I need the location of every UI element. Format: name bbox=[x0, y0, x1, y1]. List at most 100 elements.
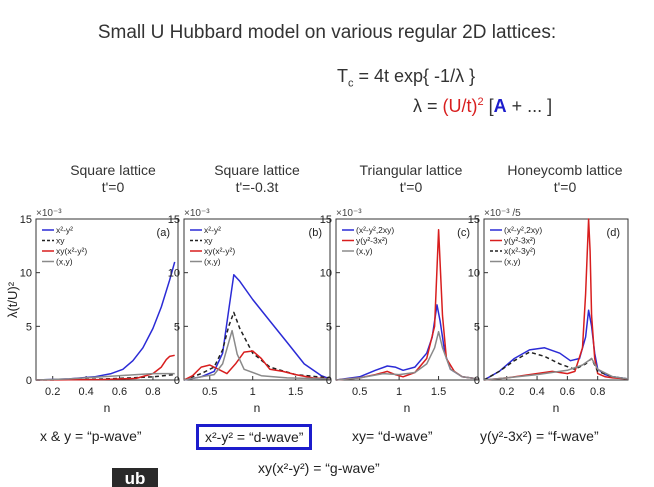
plot-frame-1 bbox=[183, 218, 331, 381]
x-tick-label-0-1: 0.4 bbox=[78, 386, 93, 398]
series-line-1-1 bbox=[183, 311, 331, 381]
x-tick-label-2-2: 1.5 bbox=[431, 386, 446, 398]
x-axis-label-2: n bbox=[404, 401, 411, 415]
lambda-prefix: λ = bbox=[413, 96, 443, 116]
tc-formula: Tc = 4t exp{ -1/λ } bbox=[337, 66, 475, 90]
panel-a-title-line2: t'=0 bbox=[101, 179, 125, 195]
y-tick-label-3-3: 15 bbox=[468, 214, 480, 226]
panel-a-title-line1: Square lattice bbox=[70, 162, 156, 178]
y-tick-label-3-1: 5 bbox=[474, 321, 480, 333]
tc-expression: = 4t exp{ -1/λ } bbox=[353, 66, 476, 86]
exponent-label-1: ×10⁻³ bbox=[184, 208, 210, 219]
legend-label-3-1: y(y²-3x²) bbox=[504, 236, 536, 246]
legend-label-1-3: (x,y) bbox=[204, 257, 221, 267]
legend-label-0-0: x²-y² bbox=[56, 225, 73, 235]
legend-label-0-2: xy(x²-y²) bbox=[56, 246, 87, 256]
y-tick-label-2-3: 15 bbox=[320, 214, 332, 226]
panel-c-title-line2: t'=0 bbox=[399, 179, 423, 195]
series-line-1-0 bbox=[183, 274, 331, 381]
panel-b-title-line1: Square lattice bbox=[214, 162, 300, 178]
y-tick-label-0-0: 0 bbox=[26, 375, 32, 387]
x-tick-label-0-3: 0.8 bbox=[145, 386, 160, 398]
panel-c-title-line1: Triangular lattice bbox=[359, 162, 463, 178]
panel-a-title: Square lattice t'=0 bbox=[46, 162, 180, 196]
caption-p-wave: x & y = “p-wave” bbox=[40, 428, 142, 444]
legend-label-1-0: x²-y² bbox=[204, 225, 221, 235]
tc-symbol: T bbox=[337, 66, 348, 86]
x-tick-label-1-2: 1.5 bbox=[288, 386, 303, 398]
series-line-0-3 bbox=[35, 372, 175, 381]
caption-f-wave: y(y²-3x²) = “f-wave” bbox=[480, 428, 599, 444]
video-overlay-badge: ub bbox=[112, 468, 158, 487]
panel-d-title: Honeycomb lattice t'=0 bbox=[490, 162, 640, 196]
caption-d-wave-highlighted: x²-y² = “d-wave” bbox=[196, 424, 313, 450]
legend-label-3-3: (x,y) bbox=[504, 257, 521, 267]
x-tick-label-1-1: 1 bbox=[250, 386, 256, 398]
legend-label-2-0: (x²-y²,2xy) bbox=[356, 225, 394, 235]
series-line-3-1 bbox=[483, 218, 629, 381]
caption-g-wave: xy(x²-y²) = “g-wave” bbox=[258, 460, 380, 476]
lambda-rest: + ... ] bbox=[506, 96, 553, 116]
x-axis-label-1: n bbox=[254, 401, 261, 415]
x-axis-label-3: n bbox=[553, 401, 560, 415]
series-line-3-3 bbox=[483, 357, 629, 381]
panel-label-2: (c) bbox=[457, 227, 470, 239]
y-tick-label-0-3: 15 bbox=[20, 214, 32, 226]
y-tick-label-1-2: 10 bbox=[168, 268, 180, 280]
slide-title: Small U Hubbard model on various regular… bbox=[97, 22, 557, 43]
exponent-label-0: ×10⁻³ bbox=[36, 208, 62, 219]
plot-frame-2 bbox=[335, 218, 479, 381]
legend-label-0-3: (x,y) bbox=[56, 257, 73, 267]
y-axis-label: λ(t/U)² bbox=[5, 281, 20, 318]
legend-label-2-2: (x,y) bbox=[356, 246, 373, 256]
y-tick-label-1-0: 0 bbox=[174, 375, 180, 387]
y-tick-label-1-3: 15 bbox=[168, 214, 180, 226]
panel-label-0: (a) bbox=[157, 227, 170, 239]
y-tick-label-0-1: 5 bbox=[26, 321, 32, 333]
panel-d-title-line2: t'=0 bbox=[553, 179, 577, 195]
legend-label-2-1: y(y²-3x²) bbox=[356, 236, 388, 246]
plot-frame-3 bbox=[483, 218, 629, 381]
y-tick-label-3-0: 0 bbox=[474, 375, 480, 387]
x-tick-label-2-1: 1 bbox=[396, 386, 402, 398]
x-tick-label-2-0: 0.5 bbox=[352, 386, 367, 398]
lambda-formula: λ = (U/t)2 [A + ... ] bbox=[413, 96, 552, 117]
series-line-2-1 bbox=[335, 228, 479, 381]
legend-label-3-2: x(x²-3y²) bbox=[504, 246, 536, 256]
x-tick-label-3-1: 0.4 bbox=[529, 386, 544, 398]
lambda-ut-exponent: 2 bbox=[477, 96, 484, 108]
lambda-A: A bbox=[493, 96, 507, 116]
x-tick-label-0-0: 0.2 bbox=[45, 386, 60, 398]
exponent-label-3: ×10⁻³ /5 bbox=[484, 208, 521, 219]
panel-b-title-line2: t'=-0.3t bbox=[235, 179, 279, 195]
x-tick-label-0-2: 0.6 bbox=[112, 386, 127, 398]
series-line-1-2 bbox=[183, 350, 331, 381]
y-tick-label-2-1: 5 bbox=[326, 321, 332, 333]
series-line-2-2 bbox=[335, 330, 479, 381]
tc-subscript: c bbox=[348, 77, 354, 90]
panel-c-title: Triangular lattice t'=0 bbox=[336, 162, 486, 196]
x-axis-label-0: n bbox=[104, 401, 111, 415]
panel-label-3: (d) bbox=[607, 227, 620, 239]
lambda-ut: (U/t) bbox=[442, 96, 478, 116]
legend-label-1-2: xy(x²-y²) bbox=[204, 246, 235, 256]
x-tick-label-1-0: 0.5 bbox=[202, 386, 217, 398]
y-tick-label-2-0: 0 bbox=[326, 375, 332, 387]
series-line-1-3 bbox=[183, 329, 331, 381]
exponent-label-2: ×10⁻³ bbox=[336, 208, 362, 219]
series-line-0-2 bbox=[35, 354, 175, 381]
caption-xy-d-wave: xy= “d-wave” bbox=[352, 428, 433, 444]
legend-label-3-0: (x²-y²,2xy) bbox=[504, 225, 542, 235]
y-tick-label-2-2: 10 bbox=[320, 268, 332, 280]
lambda-bracket-open: [ bbox=[483, 96, 494, 116]
y-tick-label-1-1: 5 bbox=[174, 321, 180, 333]
legend-label-0-1: xy bbox=[56, 236, 65, 246]
legend-label-1-1: xy bbox=[204, 236, 213, 246]
series-line-3-2 bbox=[483, 351, 629, 381]
panel-label-1: (b) bbox=[309, 227, 322, 239]
y-tick-label-3-2: 10 bbox=[468, 268, 480, 280]
x-tick-label-3-2: 0.6 bbox=[560, 386, 575, 398]
x-tick-label-3-3: 0.8 bbox=[590, 386, 605, 398]
panel-b-title: Square lattice t'=-0.3t bbox=[190, 162, 324, 196]
